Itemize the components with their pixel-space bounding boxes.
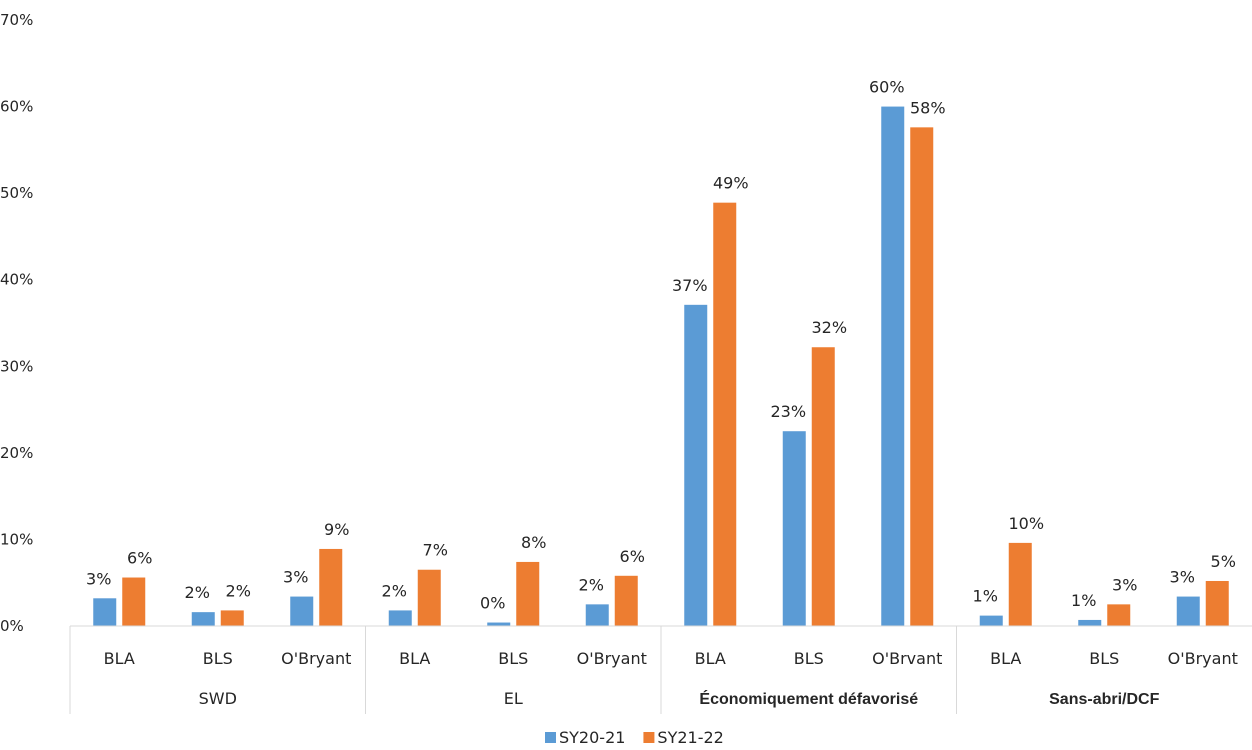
bar-SY21-22-6 xyxy=(713,202,737,626)
data-label: 37% xyxy=(672,276,708,295)
data-label: 2% xyxy=(382,581,407,600)
x-category-label: O'Bryant xyxy=(281,649,351,668)
data-label: 1% xyxy=(973,587,998,606)
legend-label: SY20-21 xyxy=(559,728,625,747)
x-group-label: EL xyxy=(504,689,523,708)
y-tick-label: 50% xyxy=(0,184,33,202)
data-label: 8% xyxy=(521,533,546,552)
y-tick-label: 60% xyxy=(0,98,33,116)
data-label: 23% xyxy=(770,402,806,421)
bar-SY21-22-10 xyxy=(1107,604,1131,626)
bar-SY21-22-0 xyxy=(122,577,146,626)
bar-SY20-21-8 xyxy=(881,106,905,627)
legend: SY20-21 SY21-22 xyxy=(545,728,724,747)
x-axis: BLA BLS O'Bryant SWD BLA BLS O'Bryant EL BLA BLS O… xyxy=(69,625,1252,714)
x-group-label: Économiquement défavorisé xyxy=(699,689,918,708)
data-label: 6% xyxy=(620,547,645,566)
x-category-label: BLA xyxy=(104,649,135,668)
bar-SY20-21-11 xyxy=(1176,596,1200,626)
x-category-label: BLS xyxy=(794,649,824,668)
data-label: 3% xyxy=(283,568,308,587)
bar-SY20-21-4 xyxy=(487,622,511,626)
data-label: 3% xyxy=(1112,575,1137,594)
data-label: 2% xyxy=(226,581,251,600)
data-label: 6% xyxy=(127,549,152,568)
y-tick-label: 30% xyxy=(0,357,33,375)
bar-SY21-22-2 xyxy=(319,548,343,626)
x-category-label: BLS xyxy=(203,649,233,668)
bar-SY21-22-7 xyxy=(811,347,835,626)
bar-SY20-21-5 xyxy=(585,604,609,626)
bar-SY21-22-1 xyxy=(220,610,244,626)
data-label: 7% xyxy=(423,541,448,560)
bar-SY20-21-6 xyxy=(684,304,708,626)
bar-SY20-21-1 xyxy=(191,612,215,626)
bar-SY20-21-0 xyxy=(93,598,117,626)
data-label: 3% xyxy=(86,569,111,588)
x-category-label: O'Bryant xyxy=(577,649,647,668)
data-label: 5% xyxy=(1211,552,1236,571)
bar-SY21-22-8 xyxy=(910,127,934,626)
x-category-label: BLS xyxy=(498,649,528,668)
x-group-label: Sans-abri/DCF xyxy=(1049,691,1159,708)
y-tick-label: 0% xyxy=(0,617,24,635)
data-label: 2% xyxy=(185,583,210,602)
data-label: 2% xyxy=(579,575,604,594)
bar-SY20-21-3 xyxy=(388,610,412,626)
data-label: 0% xyxy=(480,594,505,613)
y-axis: 0% 10% 20% 30% 40% 50% 60% 70% xyxy=(0,11,33,635)
legend-swatch xyxy=(643,732,655,743)
legend-swatch xyxy=(545,732,556,743)
bar-SY20-21-2 xyxy=(290,596,314,626)
bar-SY21-22-4 xyxy=(516,561,540,626)
x-category-label: BLA xyxy=(695,649,726,668)
bar-SY21-22-5 xyxy=(614,575,638,626)
x-category-label: BLA xyxy=(399,649,430,668)
data-label: 9% xyxy=(324,520,349,539)
bars xyxy=(93,106,1229,627)
bar-SY20-21-10 xyxy=(1078,619,1102,626)
bar-SY21-22-9 xyxy=(1008,542,1032,626)
x-category-label: O'Bryant xyxy=(1168,649,1238,668)
x-category-label: BLS xyxy=(1089,649,1119,668)
x-group-label: SWD xyxy=(199,689,237,708)
x-category-label: BLA xyxy=(990,649,1021,668)
data-label: 49% xyxy=(713,174,749,193)
bar-SY20-21-9 xyxy=(979,615,1003,626)
bar-SY20-21-7 xyxy=(782,431,806,626)
data-label: 58% xyxy=(910,98,946,117)
bar-SY21-22-11 xyxy=(1205,580,1229,626)
data-labels: 3% 2% 3% 2% 0% 2% 37% 23% 60% 1% 1% 3% 6% 2% 9% 7% 8% 6% 4… xyxy=(86,78,1236,613)
data-label: 32% xyxy=(811,318,847,337)
data-label: 1% xyxy=(1071,591,1096,610)
data-label: 10% xyxy=(1008,514,1044,533)
data-label: 3% xyxy=(1170,568,1195,587)
legend-label: SY21-22 xyxy=(657,728,723,747)
data-label: 60% xyxy=(869,78,905,97)
y-tick-label: 20% xyxy=(0,444,33,462)
bar-SY21-22-3 xyxy=(417,569,441,626)
y-tick-label: 10% xyxy=(0,530,33,548)
y-tick-label: 40% xyxy=(0,271,33,289)
y-tick-label: 70% xyxy=(0,11,33,29)
x-category-label: O'Brvant xyxy=(872,649,942,668)
